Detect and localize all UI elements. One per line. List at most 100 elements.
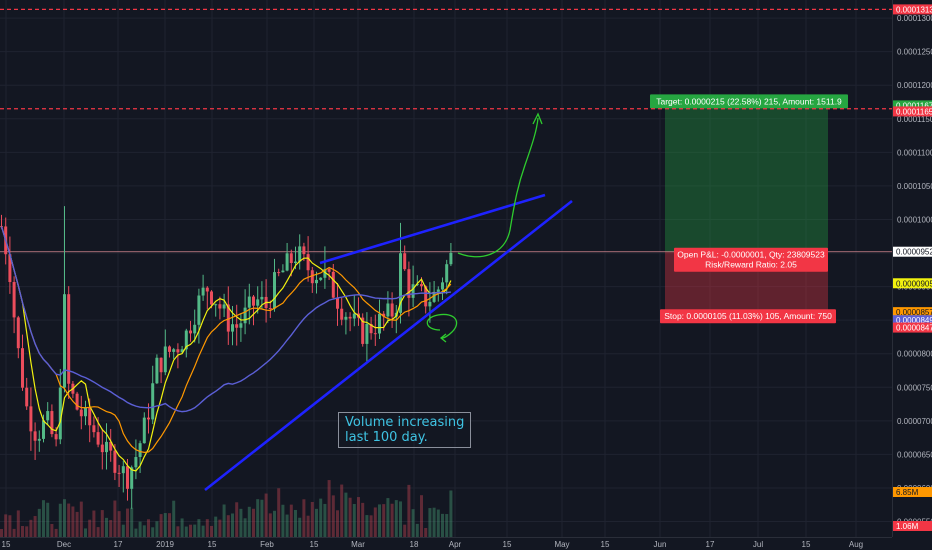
volume-bar xyxy=(193,524,197,537)
candle-body xyxy=(441,282,444,290)
price-axis[interactable]: 0.00013000.00012500.00012000.00011500.00… xyxy=(892,0,932,550)
price-tag-volume-ma: 6.85M xyxy=(893,487,932,497)
candle-body xyxy=(302,246,306,255)
time-tick-label: Mar xyxy=(351,540,365,549)
horizontal-lines[interactable] xyxy=(0,8,892,110)
resistance-trendline xyxy=(319,193,546,265)
candle-body xyxy=(378,313,381,334)
candle-body xyxy=(50,411,54,435)
volume-bar xyxy=(365,515,369,537)
volume-bar xyxy=(441,513,444,537)
price-tag-text: 0.0000857 xyxy=(896,308,932,317)
volume-bar xyxy=(323,503,327,537)
price-tag-bg xyxy=(893,106,932,117)
volume-bar xyxy=(357,497,360,537)
candle-body xyxy=(432,291,436,302)
price-tick-label: 0.0001250 xyxy=(897,48,932,57)
price-tag-text: 0.0000847 xyxy=(896,324,932,333)
pnl-label-bg xyxy=(674,247,828,272)
candle-body xyxy=(399,253,402,313)
candle-body xyxy=(247,296,251,308)
volume-bar xyxy=(235,502,239,537)
volume-bar xyxy=(336,510,339,537)
time-axis[interactable]: 15 Dec 17 2019 15 Feb 15 Mar 18 Apr 15 May 15 Jun 17 Ju… xyxy=(0,537,892,550)
volume-bar xyxy=(176,526,180,537)
volume-bar xyxy=(4,514,8,537)
volume-bar xyxy=(369,515,373,537)
candle-body xyxy=(121,466,125,474)
volume-bar xyxy=(411,509,415,537)
price-tag-bg xyxy=(893,307,932,318)
candle-body xyxy=(163,346,167,373)
candle-body xyxy=(155,357,159,384)
volume-bar xyxy=(84,528,87,537)
candle-body xyxy=(201,287,205,296)
volume-bar xyxy=(243,518,247,537)
candle-body xyxy=(168,346,171,352)
candle-body xyxy=(294,261,297,264)
volume-bar xyxy=(327,480,331,537)
price-tag-purple-ma: 0.0000849 xyxy=(893,315,932,326)
volume-bar xyxy=(315,508,318,537)
time-tick-label: 15 xyxy=(2,540,11,549)
volume-bar xyxy=(302,499,306,537)
candle-body xyxy=(151,383,155,420)
volume-bar xyxy=(147,519,150,537)
candle-body xyxy=(12,282,16,318)
volume-bar xyxy=(403,524,407,537)
candle-body xyxy=(273,272,276,309)
candle-body xyxy=(403,253,407,270)
volume-bar xyxy=(100,510,104,537)
up-arrow-head xyxy=(532,112,543,125)
candle-body xyxy=(134,457,138,468)
volume-bar xyxy=(264,493,268,537)
volume-bar xyxy=(386,498,390,537)
volume-bar xyxy=(58,503,62,537)
candle-body xyxy=(222,304,226,309)
candle-body xyxy=(193,324,197,334)
ma-purple-line xyxy=(0,226,451,413)
time-tick-label: 15 xyxy=(310,540,319,549)
candle-body xyxy=(352,313,356,319)
volume-bar xyxy=(226,515,230,537)
volume-bar xyxy=(432,507,436,537)
volume-bar xyxy=(420,495,423,537)
volume-bar xyxy=(168,513,171,537)
time-tick-label: 15 xyxy=(802,540,811,549)
candle-body xyxy=(88,407,92,426)
volume-bar xyxy=(378,504,381,537)
price-tag-text: 0.0001313 xyxy=(896,5,932,14)
volume-bar xyxy=(142,525,146,537)
moving-averages xyxy=(0,226,452,472)
candle-body xyxy=(58,387,62,440)
price-tag-text: 0.0000952 xyxy=(896,248,932,257)
volume-annotation[interactable]: Volume increasing last 100 day. xyxy=(338,412,472,448)
volume-bar xyxy=(348,497,352,537)
target-label: Target: 0.0000215 (22.58%) 215, Amount: … xyxy=(650,94,848,109)
volume-bar xyxy=(399,501,402,537)
volume-bar xyxy=(159,514,163,537)
volume-bar xyxy=(407,484,411,537)
candle-body xyxy=(138,443,142,458)
price-tick-label: 0.0000800 xyxy=(897,350,932,359)
volume-bar xyxy=(256,499,260,537)
stop-label-text: Stop: 0.0000105 (11.03%) 105, Amount: 75… xyxy=(664,311,832,321)
support-trendline xyxy=(204,199,573,492)
candle-body xyxy=(298,246,302,262)
candle-body xyxy=(428,301,432,307)
volume-bar xyxy=(428,508,432,537)
candle-body xyxy=(126,466,129,489)
volume-bar xyxy=(126,508,129,537)
time-tick-label: Dec xyxy=(57,540,71,549)
candle-body xyxy=(8,254,12,283)
price-tag-bg xyxy=(893,4,932,15)
candle-body xyxy=(306,254,310,271)
drawings[interactable] xyxy=(204,112,573,492)
long-position-tool[interactable]: Target: 0.0000215 (22.58%) 215, Amount: … xyxy=(0,94,892,324)
candle-body xyxy=(336,297,339,309)
volume-bar xyxy=(130,507,134,537)
time-tick-label: 15 xyxy=(503,540,512,549)
volume-bar xyxy=(449,490,453,537)
price-tick-label: 0.0000700 xyxy=(897,417,932,426)
